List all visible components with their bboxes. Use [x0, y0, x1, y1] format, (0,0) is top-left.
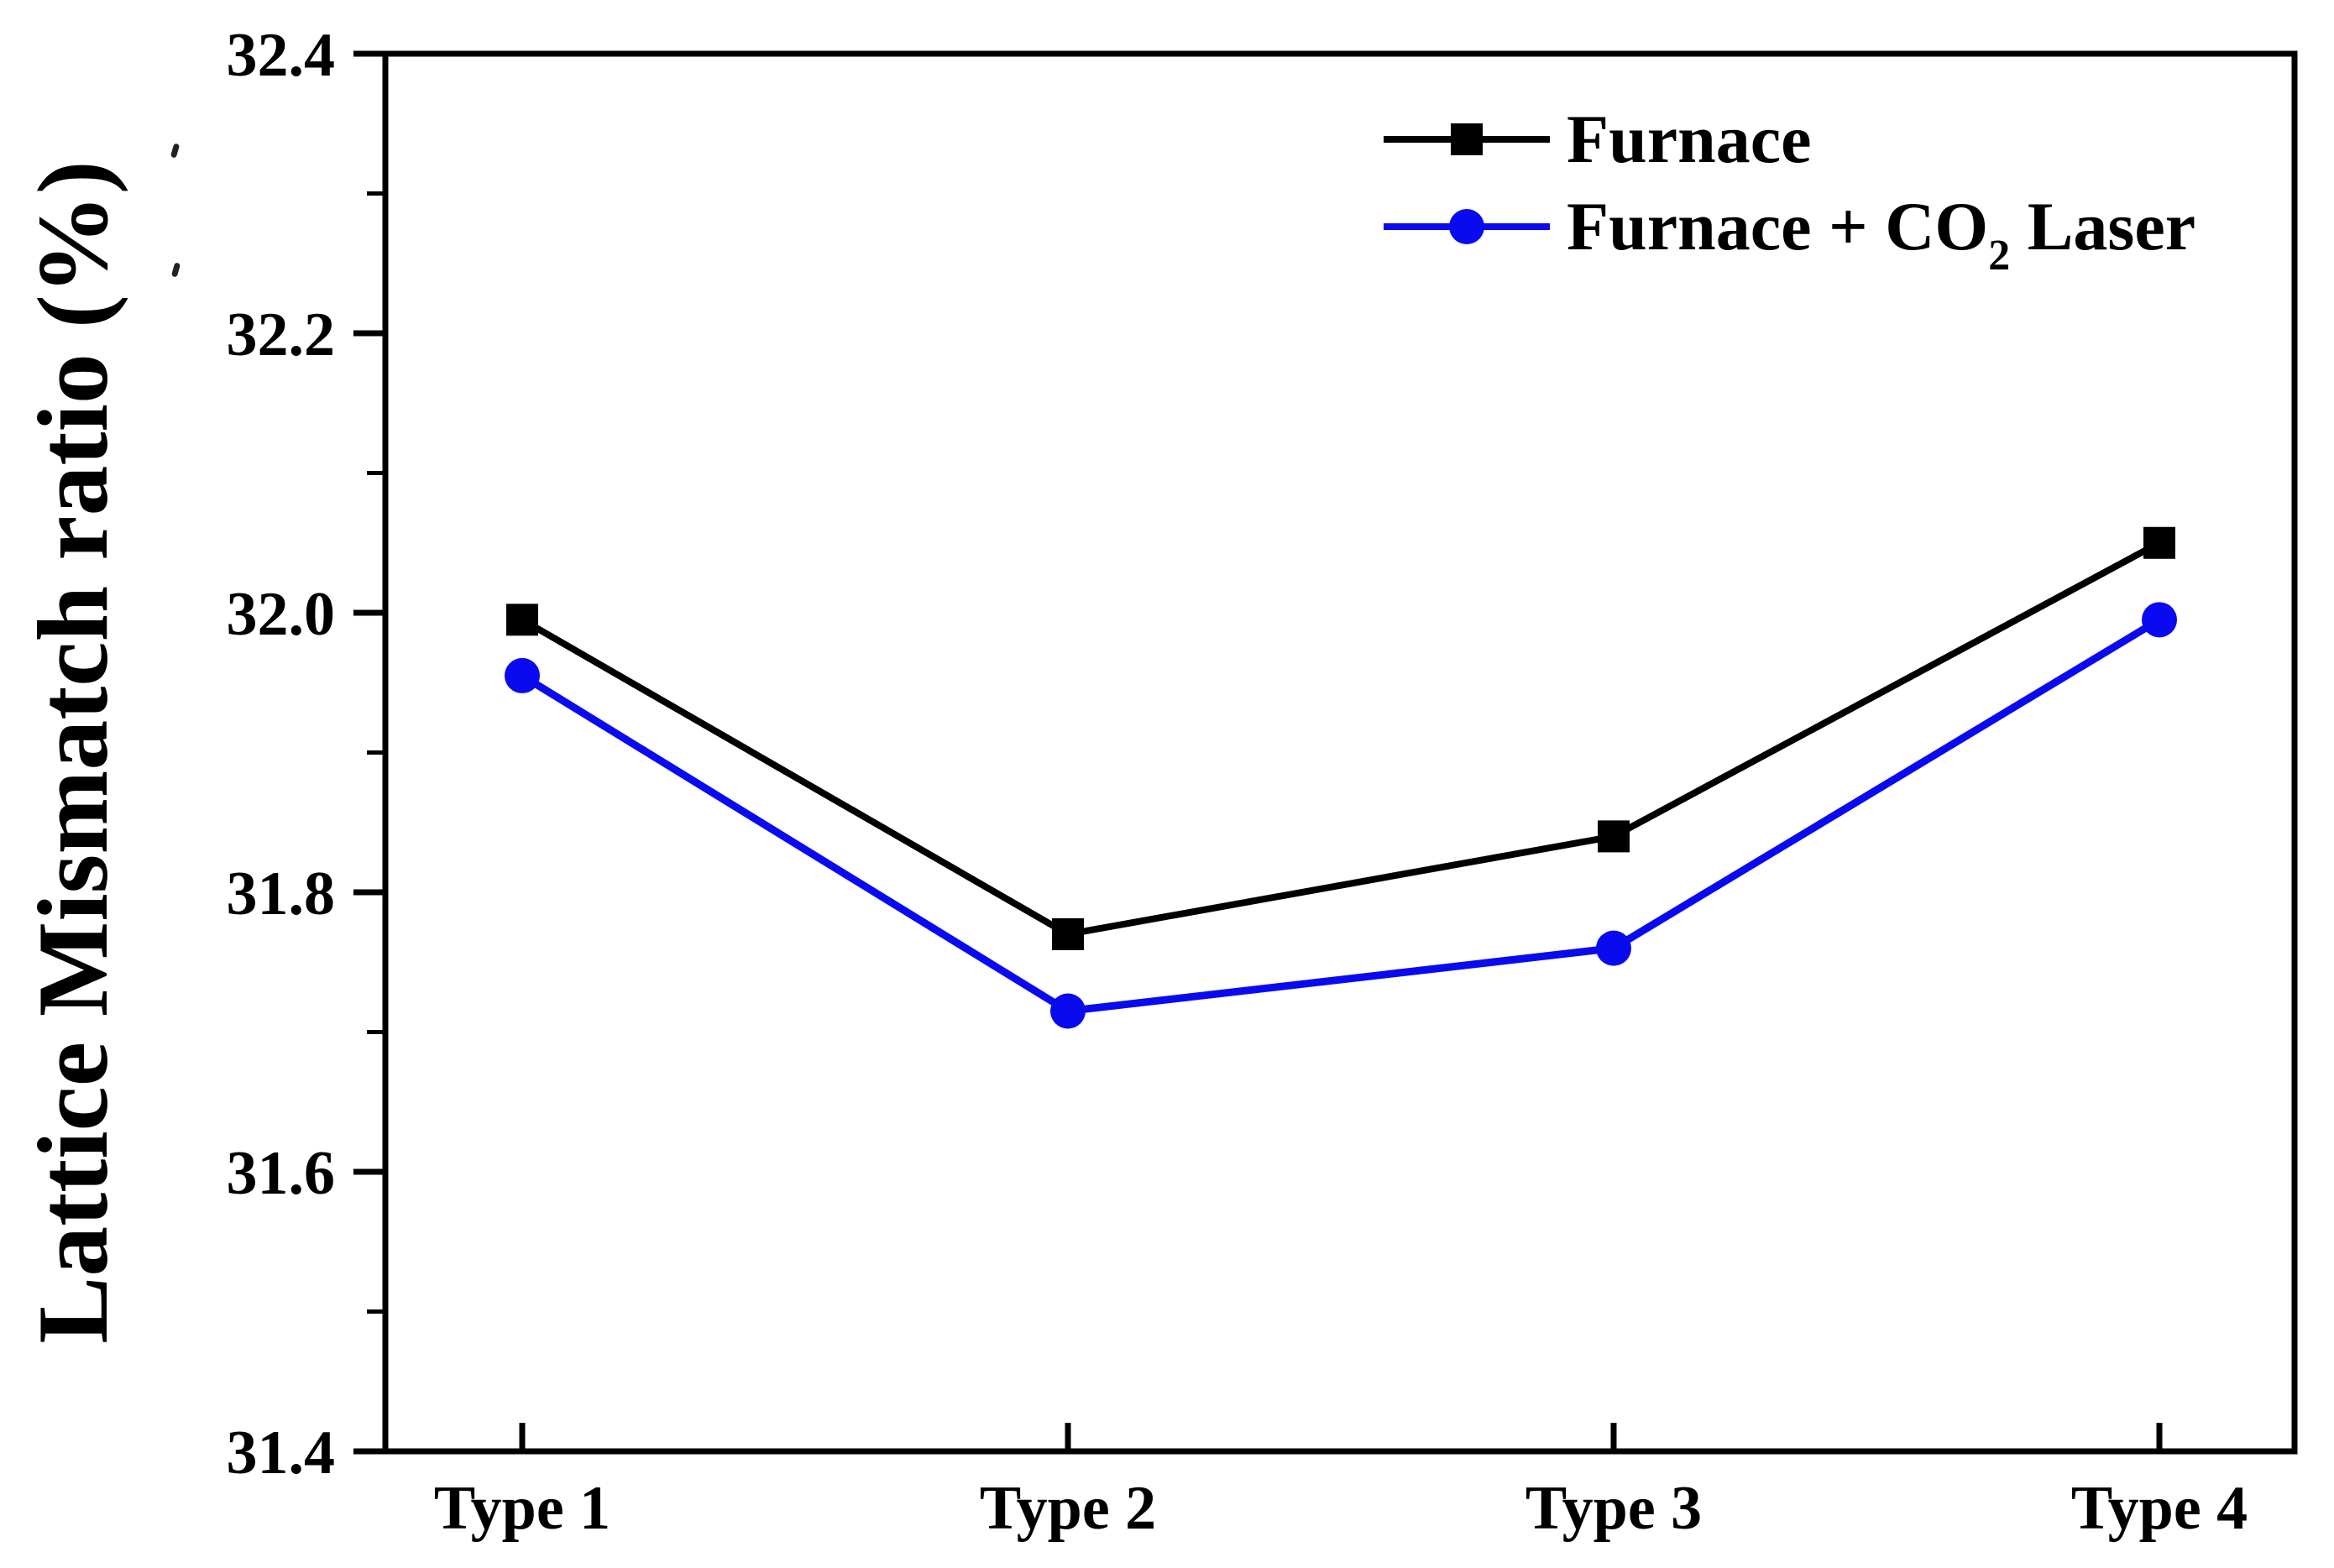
legend-circle-marker-icon: [1449, 209, 1484, 244]
x-category-label-type-4: Type 4: [2071, 1474, 2248, 1543]
data-point-furnace-type-1: [506, 604, 538, 636]
y-tick-label: 31.8: [227, 860, 336, 928]
x-category-label-type-2: Type 2: [980, 1474, 1156, 1543]
y-tick-label: 32.4: [227, 21, 336, 90]
x-category-label-type-1: Type 1: [434, 1474, 610, 1543]
data-point-furnace-co2-laser-type-4: [2142, 602, 2177, 638]
y-tick-label: 32.2: [227, 301, 336, 369]
legend-marker-furnace: [1384, 119, 1550, 159]
legend-square-marker-icon: [1451, 123, 1483, 155]
data-point-furnace-co2-laser-type-3: [1596, 930, 1631, 966]
legend-item-furnace: Furnace: [1384, 96, 2195, 183]
y-tick-label: 31.4: [227, 1419, 336, 1487]
legend-marker-furnace-co2-laser: [1384, 206, 1550, 247]
legend-label-furnace: Furnace: [1567, 101, 1812, 177]
y-tick-label: 32.0: [227, 580, 336, 649]
data-point-furnace-co2-laser-type-1: [505, 657, 540, 693]
legend: Furnace Furnace + CO2 Laser: [1384, 96, 2196, 280]
y-tick-label: 31.6: [227, 1139, 336, 1208]
series-line-furnace: [521, 540, 2161, 938]
legend-label-furnace-co2-laser: Furnace + CO2 Laser: [1567, 188, 2196, 280]
x-category-label-type-3: Type 3: [1525, 1474, 1702, 1543]
data-point-furnace-type-4: [2143, 526, 2175, 559]
legend-item-furnace-co2-laser: Furnace + CO2 Laser: [1384, 183, 2196, 280]
data-point-furnace-type-3: [1598, 820, 1630, 853]
data-point-furnace-co2-laser-type-2: [1050, 993, 1086, 1029]
series-line-furnace-co2-laser: [520, 616, 2162, 1016]
data-point-furnace-type-2: [1052, 917, 1084, 950]
